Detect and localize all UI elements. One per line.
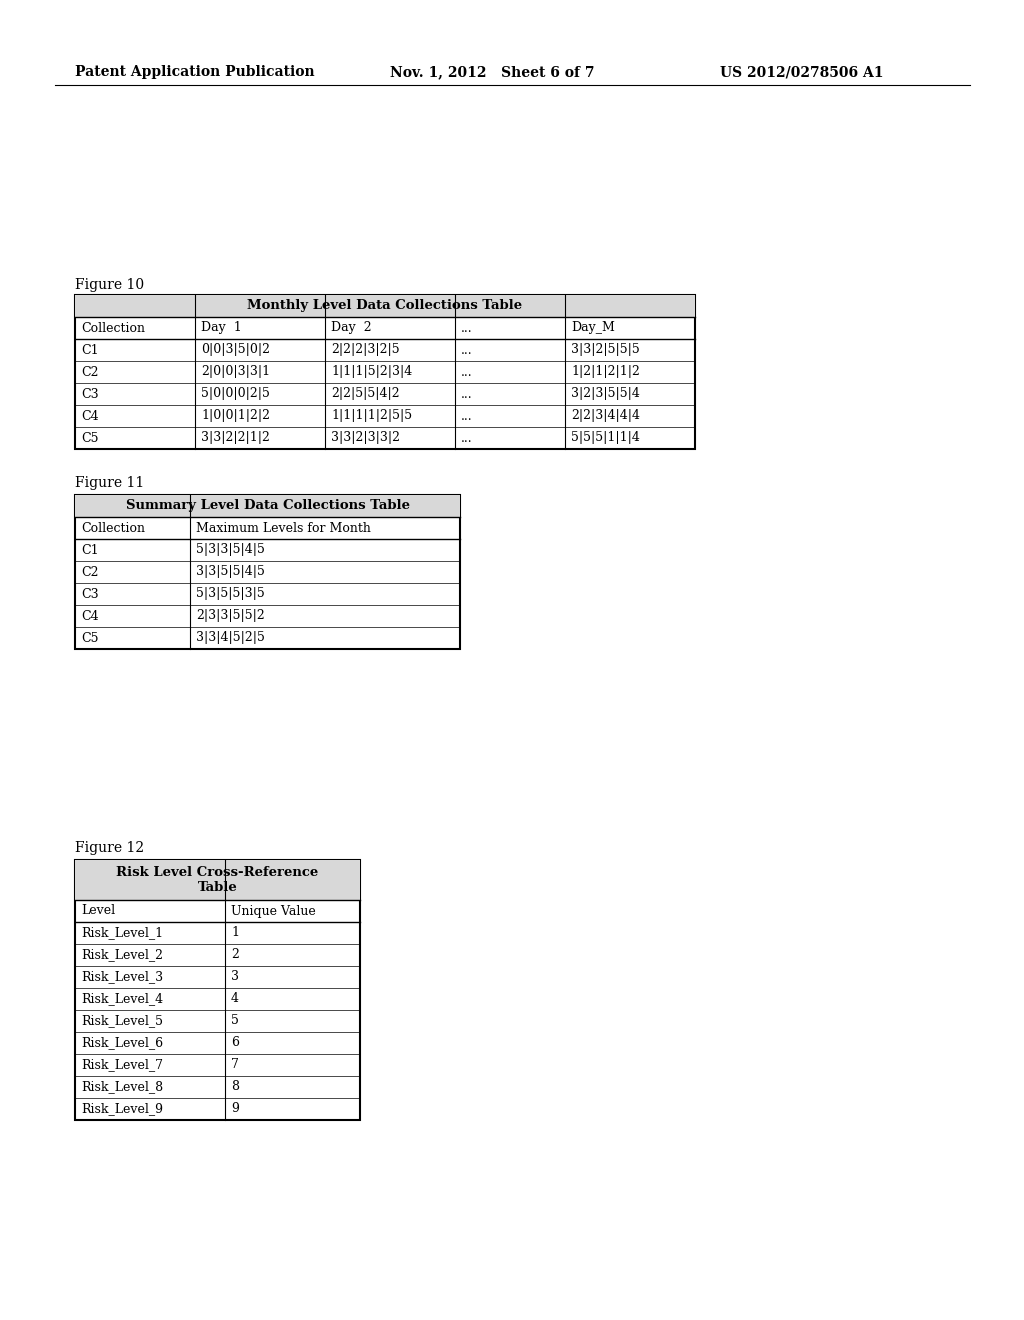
Text: 2|2|2|3|2|5: 2|2|2|3|2|5 — [331, 343, 399, 356]
Text: Figure 10: Figure 10 — [75, 279, 144, 292]
Text: C3: C3 — [81, 388, 98, 400]
Text: Risk_Level_4: Risk_Level_4 — [81, 993, 163, 1006]
Bar — [75, 294, 695, 449]
Bar — [75, 495, 460, 649]
Text: 5|0|0|0|2|5: 5|0|0|0|2|5 — [201, 388, 270, 400]
Text: 1|2|1|2|1|2: 1|2|1|2|1|2 — [571, 366, 640, 379]
Text: 5|5|5|1|1|4: 5|5|5|1|1|4 — [571, 432, 640, 445]
Text: Collection: Collection — [81, 322, 145, 334]
Text: Risk_Level_3: Risk_Level_3 — [81, 970, 163, 983]
Text: Monthly Level Data Collections Table: Monthly Level Data Collections Table — [248, 300, 522, 313]
Text: C2: C2 — [81, 565, 98, 578]
Text: 8: 8 — [231, 1081, 239, 1093]
Text: ...: ... — [461, 409, 473, 422]
Bar — [75, 495, 460, 517]
Text: 5: 5 — [231, 1015, 239, 1027]
Text: 3|3|2|2|1|2: 3|3|2|2|1|2 — [201, 432, 270, 445]
Text: C1: C1 — [81, 343, 98, 356]
Text: Maximum Levels for Month: Maximum Levels for Month — [196, 521, 371, 535]
Text: C4: C4 — [81, 610, 98, 623]
Text: 6: 6 — [231, 1036, 239, 1049]
Text: 3|3|2|5|5|5: 3|3|2|5|5|5 — [571, 343, 640, 356]
Text: Patent Application Publication: Patent Application Publication — [75, 65, 314, 79]
Text: Risk_Level_7: Risk_Level_7 — [81, 1059, 163, 1072]
Text: 3|2|3|5|5|4: 3|2|3|5|5|4 — [571, 388, 640, 400]
Text: Risk_Level_5: Risk_Level_5 — [81, 1015, 163, 1027]
Bar — [75, 294, 695, 317]
Text: 2|2|3|4|4|4: 2|2|3|4|4|4 — [571, 409, 640, 422]
Bar — [75, 861, 360, 900]
Text: 1|1|1|1|2|5|5: 1|1|1|1|2|5|5 — [331, 409, 412, 422]
Text: Day  2: Day 2 — [331, 322, 372, 334]
Text: 5|3|3|5|4|5: 5|3|3|5|4|5 — [196, 544, 265, 557]
Text: Level: Level — [81, 904, 115, 917]
Text: Figure 11: Figure 11 — [75, 477, 144, 490]
Text: 2|2|5|5|4|2: 2|2|5|5|4|2 — [331, 388, 399, 400]
Text: C1: C1 — [81, 544, 98, 557]
Text: Collection: Collection — [81, 521, 145, 535]
Text: US 2012/0278506 A1: US 2012/0278506 A1 — [720, 65, 884, 79]
Text: 9: 9 — [231, 1102, 239, 1115]
Text: Day  1: Day 1 — [201, 322, 242, 334]
Text: Risk_Level_1: Risk_Level_1 — [81, 927, 163, 940]
Text: Summary Level Data Collections Table: Summary Level Data Collections Table — [126, 499, 410, 512]
Text: 3|3|4|5|2|5: 3|3|4|5|2|5 — [196, 631, 265, 644]
Text: Figure 12: Figure 12 — [75, 841, 144, 855]
Text: ...: ... — [461, 388, 473, 400]
Text: Day_M: Day_M — [571, 322, 614, 334]
Text: C5: C5 — [81, 432, 98, 445]
Text: 3: 3 — [231, 970, 239, 983]
Text: Risk_Level_9: Risk_Level_9 — [81, 1102, 163, 1115]
Text: 1|1|1|5|2|3|4: 1|1|1|5|2|3|4 — [331, 366, 413, 379]
Text: 3|3|2|3|3|2: 3|3|2|3|3|2 — [331, 432, 400, 445]
Text: Risk_Level_8: Risk_Level_8 — [81, 1081, 163, 1093]
Text: 7: 7 — [231, 1059, 239, 1072]
Text: 1: 1 — [231, 927, 239, 940]
Text: C3: C3 — [81, 587, 98, 601]
Text: Nov. 1, 2012   Sheet 6 of 7: Nov. 1, 2012 Sheet 6 of 7 — [390, 65, 595, 79]
Text: Risk_Level_2: Risk_Level_2 — [81, 949, 163, 961]
Text: C2: C2 — [81, 366, 98, 379]
Bar — [75, 861, 360, 1119]
Text: ...: ... — [461, 322, 473, 334]
Text: ...: ... — [461, 432, 473, 445]
Text: C4: C4 — [81, 409, 98, 422]
Text: Unique Value: Unique Value — [231, 904, 315, 917]
Text: 2: 2 — [231, 949, 239, 961]
Text: 2|3|3|5|5|2: 2|3|3|5|5|2 — [196, 610, 265, 623]
Text: ...: ... — [461, 366, 473, 379]
Text: 1|0|0|1|2|2: 1|0|0|1|2|2 — [201, 409, 270, 422]
Text: ...: ... — [461, 343, 473, 356]
Text: 3|3|5|5|4|5: 3|3|5|5|4|5 — [196, 565, 265, 578]
Text: Risk_Level_6: Risk_Level_6 — [81, 1036, 163, 1049]
Text: 2|0|0|3|3|1: 2|0|0|3|3|1 — [201, 366, 270, 379]
Text: 4: 4 — [231, 993, 239, 1006]
Text: Risk Level Cross-Reference
Table: Risk Level Cross-Reference Table — [117, 866, 318, 894]
Text: 0|0|3|5|0|2: 0|0|3|5|0|2 — [201, 343, 270, 356]
Text: 5|3|5|5|3|5: 5|3|5|5|3|5 — [196, 587, 265, 601]
Text: C5: C5 — [81, 631, 98, 644]
